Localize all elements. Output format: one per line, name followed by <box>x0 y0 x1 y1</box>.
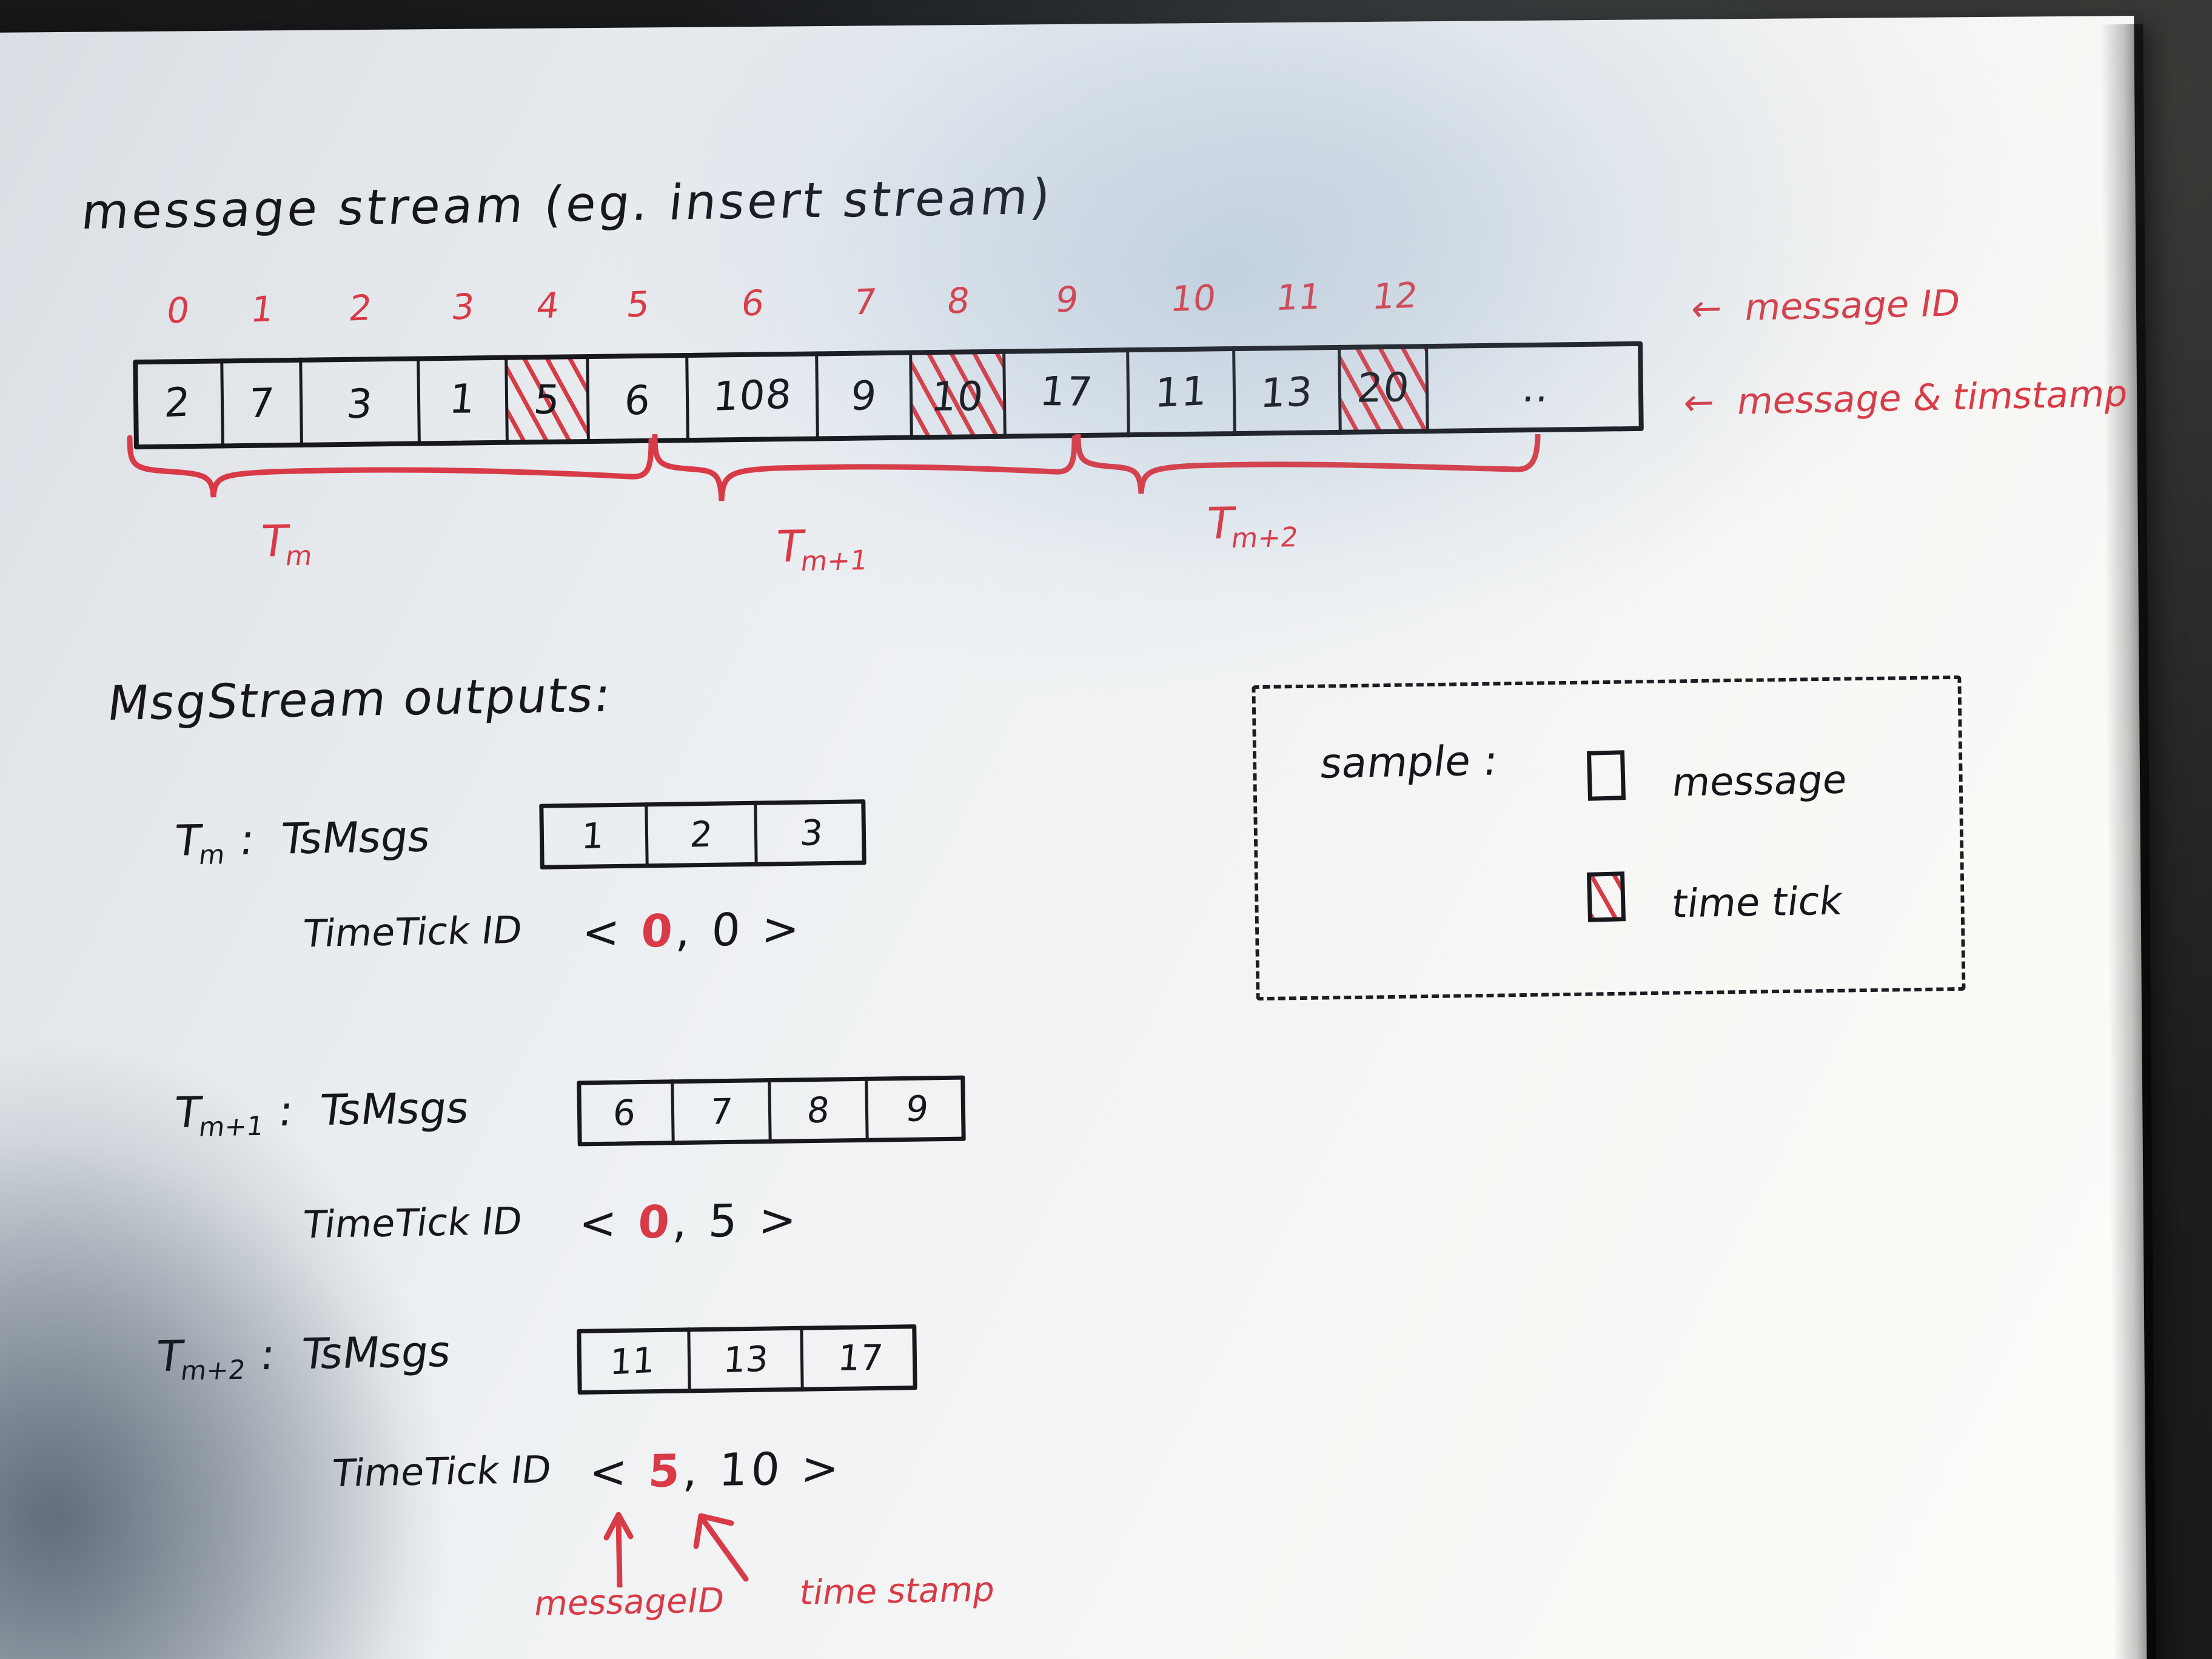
tick-comma-tm1: , <box>671 1195 692 1248</box>
pointer-arrows <box>603 1512 749 1587</box>
legend-label-timetick: time tick <box>1669 879 1845 927</box>
output-cell-value-r0-0: 1 <box>580 814 605 857</box>
left-arrow-icon: ← <box>1687 287 1726 330</box>
output-cell-r2-2: 17 <box>803 1324 917 1392</box>
group-braces <box>127 434 1541 501</box>
output-msgs-box-tm2: 11 13 17 <box>577 1324 917 1395</box>
output-row-label-tm1-sub: m+1 <box>197 1111 266 1143</box>
output-row-label-tm1: Tm+1 : TsMsgs <box>172 1082 472 1143</box>
tick-timestamp-tm1: 5 <box>707 1195 742 1248</box>
legend-label-message: message <box>1669 757 1850 806</box>
outputs-heading: MsgStream outputs: <box>104 668 615 732</box>
output-cell-value-r0-2: 3 <box>798 812 825 854</box>
output-cell-value-r1-2: 8 <box>805 1089 832 1131</box>
output-cell-value-r1-3: 9 <box>903 1088 931 1130</box>
tick-close-tm: > <box>760 902 805 956</box>
output-ticklabel-tm: TimeTick ID <box>300 907 525 956</box>
output-row-tm1-msgs-label: TsMsgs <box>317 1082 472 1136</box>
stream-index-12: 12 <box>1370 274 1421 318</box>
output-msgs-box-tm: 1 2 3 <box>539 799 866 870</box>
output-row-label-tm: Tm : TsMsgs <box>172 811 434 871</box>
output-cell-value-r2-1: 13 <box>721 1338 769 1381</box>
tick-timestamp-tm: 0 <box>710 903 745 957</box>
group-label-tm: Tm <box>256 515 318 572</box>
stream-index-10: 10 <box>1168 276 1218 320</box>
annotation-message-id-text: message ID <box>1741 282 1963 329</box>
output-tickvalue-tm2: < 5, 10 > <box>588 1442 844 1498</box>
tick-msgid-tm1: 0 <box>637 1196 675 1249</box>
group-label-tm2: Tm+2 <box>1202 497 1304 555</box>
output-cell-value-r1-0: 6 <box>612 1091 637 1134</box>
tick-msgid-tm2: 5 <box>647 1444 685 1498</box>
output-cell-r1-0: 6 <box>577 1079 675 1147</box>
legend-box <box>1252 675 1966 1001</box>
legend-swatch-message <box>1586 750 1626 801</box>
output-row-tm2-msgs-label: TsMsgs <box>298 1326 454 1379</box>
output-tickvalue-tm1: < 0, 5 > <box>578 1194 802 1250</box>
output-ticklabel-tm2: TimeTick ID <box>329 1447 554 1496</box>
tick-open-tm: < <box>580 905 625 959</box>
page-title: message stream (eg. insert stream) <box>79 168 1056 241</box>
tick-open-tm2: < <box>588 1446 632 1499</box>
output-tickvalue-tm: < 0, 0 > <box>581 903 805 959</box>
left-arrow-icon: ← <box>1680 381 1718 424</box>
tick-open-tm1: < <box>577 1196 622 1250</box>
pointer-label-messageid-text: messageID <box>531 1581 727 1624</box>
output-row-label-tm2: Tm+2 : TsMsgs <box>153 1326 454 1387</box>
stream-index-11: 11 <box>1273 275 1324 319</box>
pointer-label-timestamp-text: time stamp <box>797 1570 998 1613</box>
group-label-tm-sub: m <box>283 540 315 572</box>
output-row-label-tm2-sub: m+2 <box>179 1355 247 1387</box>
output-cell-r0-1: 2 <box>648 800 758 868</box>
tick-close-tm2: > <box>799 1442 844 1495</box>
output-cell-r1-3: 9 <box>868 1076 965 1142</box>
tick-comma-tm2: , <box>682 1444 703 1497</box>
output-cell-value-r0-1: 2 <box>688 813 714 856</box>
tick-timestamp-tm2: 10 <box>717 1443 785 1496</box>
output-cell-value-r2-2: 17 <box>836 1336 885 1379</box>
output-ticklabel-tm1: TimeTick ID <box>300 1198 525 1247</box>
group-label-tm2-sub: m+2 <box>1229 521 1301 554</box>
output-row-label-tm-sub: m <box>197 840 227 871</box>
output-cell-value-r2-0: 11 <box>608 1339 656 1383</box>
output-cell-r1-1: 7 <box>674 1078 772 1145</box>
output-cell-value-r1-1: 7 <box>708 1090 734 1133</box>
group-label-tm1-sub: m+1 <box>799 545 870 577</box>
group-label-tm1: Tm+1 <box>772 520 873 578</box>
stream-outline <box>133 341 1644 450</box>
message-stream-strip: 2 7 3 1 5 6 108 9 10 17 11 13 20.. <box>133 341 1644 450</box>
output-cell-r2-0: 11 <box>577 1327 691 1395</box>
tick-comma-tm: , <box>674 904 695 957</box>
legend-swatch-timetick <box>1586 871 1626 922</box>
output-cell-r0-2: 3 <box>757 799 866 866</box>
tick-msgid-tm: 0 <box>640 905 678 958</box>
annotation-message-timestamp-text: message & timstamp <box>1734 372 2131 423</box>
output-cell-r1-2: 8 <box>771 1076 869 1144</box>
pointer-label-messageid: messageID <box>531 1581 727 1623</box>
output-cell-r2-1: 13 <box>689 1326 805 1393</box>
legend-title: sample : <box>1318 737 1501 788</box>
pointer-label-timestamp: time stamp <box>797 1570 997 1613</box>
annotation-message-id: ← message ID <box>1688 282 1963 330</box>
output-row-tm-msgs-label: TsMsgs <box>278 811 434 864</box>
output-msgs-box-tm1: 6 7 8 9 <box>577 1075 966 1147</box>
output-cell-r0-0: 1 <box>539 802 649 870</box>
tick-close-tm1: > <box>757 1193 802 1247</box>
